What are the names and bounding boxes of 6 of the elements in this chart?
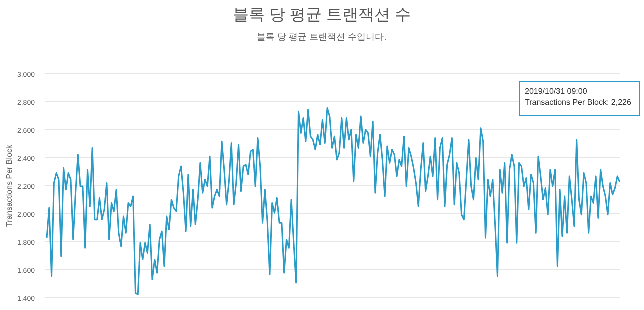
chart-subtitle: 블록 당 평균 트랜잭션 수입니다. (257, 32, 387, 42)
annotation: Transactions Per Block: 2,226 (525, 98, 632, 107)
line-series (46, 108, 621, 296)
chart-title: 블록 당 평균 트랜잭션 수 (233, 7, 411, 24)
y-axis-title: Transactions Per Block (5, 144, 14, 227)
annotation: 2019/10/31 09:00 (525, 87, 588, 96)
